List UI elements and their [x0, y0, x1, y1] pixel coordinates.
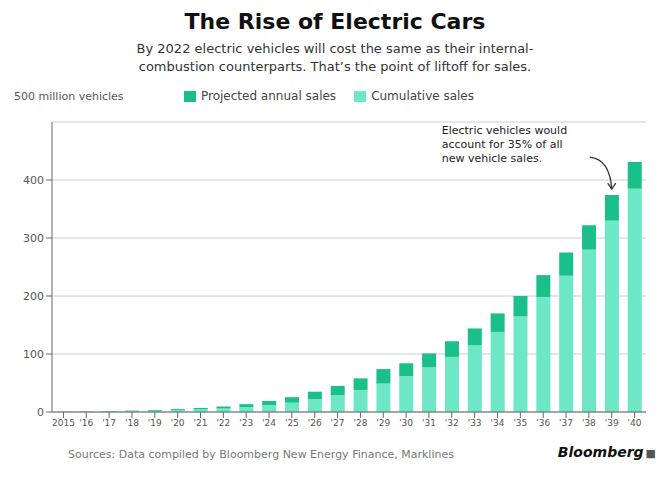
svg-text:100: 100 [23, 348, 44, 361]
svg-text:'32: '32 [445, 418, 459, 428]
svg-text:'38: '38 [582, 418, 596, 428]
html-text:The Rise of Electric Cars: The Rise of Electric Cars [184, 9, 486, 34]
html-text:500 million vehicles: 500 million vehicles [14, 89, 124, 103]
svg-text:300: 300 [23, 232, 44, 245]
svg-text:'34: '34 [491, 418, 505, 428]
svg-text:'37: '37 [559, 418, 573, 428]
svg-text:'40: '40 [628, 418, 642, 428]
html-text:Sources: Data compiled by Bloo: Sources: Data compiled by Bloomberg New … [68, 448, 454, 461]
svg-text:'30: '30 [399, 418, 413, 428]
svg-text:'20: '20 [171, 418, 185, 428]
svg-text:'35: '35 [513, 418, 527, 428]
svg-text:'16: '16 [79, 418, 93, 428]
svg-text:'22: '22 [216, 418, 230, 428]
html-text:Projected annual sales: Projected annual sales [201, 89, 337, 103]
svg-text:'25: '25 [285, 418, 299, 428]
svg-text:'36: '36 [536, 418, 550, 428]
html-text:Bloomberg■: Bloomberg■ [557, 444, 656, 460]
svg-text:'28: '28 [353, 418, 367, 428]
svg-text:0: 0 [37, 406, 44, 419]
svg-text:'26: '26 [308, 418, 322, 428]
svg-text:'19: '19 [148, 418, 162, 428]
svg-text:'23: '23 [239, 418, 253, 428]
svg-text:400: 400 [23, 174, 44, 187]
svg-text:200: 200 [23, 290, 44, 303]
svg-text:'31: '31 [422, 418, 436, 428]
svg-text:'18: '18 [125, 418, 139, 428]
html-text:By 2022 electric vehicles will: By 2022 electric vehicles will cost the … [136, 41, 534, 74]
svg-text:2015: 2015 [52, 418, 75, 428]
svg-text:'27: '27 [331, 418, 345, 428]
svg-text:'33: '33 [468, 418, 482, 428]
html-text:Cumulative sales: Cumulative sales [371, 89, 474, 103]
svg-text:'17: '17 [102, 418, 116, 428]
svg-text:Electric vehicles wouldaccount: Electric vehicles wouldaccount for 35% o… [442, 124, 567, 165]
svg-text:'21: '21 [194, 418, 208, 428]
svg-text:'29: '29 [376, 418, 390, 428]
svg-text:'24: '24 [262, 418, 276, 428]
svg-text:'39: '39 [605, 418, 619, 428]
